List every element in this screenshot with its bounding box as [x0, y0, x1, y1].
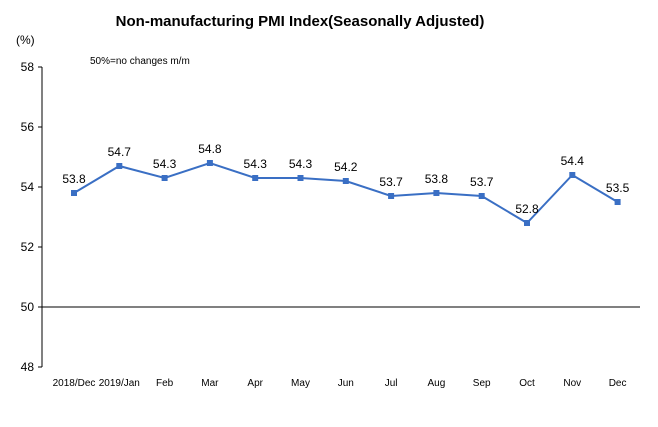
data-point — [478, 193, 485, 199]
data-point — [433, 190, 440, 196]
y-tick-label: 56 — [21, 120, 35, 134]
x-tick-label: Jul — [385, 378, 398, 389]
x-tick-label: Sep — [473, 378, 491, 389]
axes: 48 50 52 54 56 58 2018/Dec 2019/Jan Feb Mar Apr May… — [21, 60, 640, 389]
y-tick-label: 58 — [21, 60, 35, 74]
data-point — [71, 190, 77, 196]
data-point — [614, 199, 621, 205]
x-tick-label: Jun — [338, 378, 354, 389]
data-label: 54.3 — [244, 157, 268, 171]
y-tick-label: 48 — [21, 360, 35, 374]
data-point — [342, 178, 349, 184]
data-label: 53.7 — [470, 175, 494, 189]
data-label: 52.8 — [515, 202, 539, 216]
data-point — [388, 193, 395, 199]
x-tick-label: May — [291, 378, 310, 389]
data-label: 54.2 — [334, 160, 358, 174]
data-label: 54.8 — [198, 142, 222, 156]
y-tick-label: 52 — [21, 240, 35, 254]
data-label: 53.5 — [606, 181, 630, 195]
x-tick-label: Apr — [247, 378, 263, 389]
data-label: 54.3 — [289, 157, 313, 171]
data-label: 53.8 — [62, 172, 86, 186]
data-point — [161, 175, 168, 181]
x-tick-label: Aug — [428, 378, 446, 389]
x-tick-label: Dec — [609, 378, 627, 389]
data-point — [116, 163, 123, 169]
data-point — [569, 172, 576, 178]
y-tick-label: 54 — [21, 180, 35, 194]
data-label: 53.7 — [379, 175, 403, 189]
series-marks: 53.8 54.7 54.3 54.8 54.3 54.3 54.2 53.7 53.8 53.7… — [62, 142, 630, 226]
x-tick-label: Oct — [519, 378, 535, 389]
data-point — [252, 175, 259, 181]
data-point — [206, 160, 213, 166]
data-label: 54.3 — [153, 157, 177, 171]
data-label: 54.4 — [561, 154, 585, 168]
chart-title: Non-manufacturing PMI Index(Seasonally A… — [116, 13, 485, 30]
data-label: 54.7 — [108, 145, 132, 159]
x-tick-label: 2018/Dec — [53, 378, 96, 389]
y-axis-unit-label: (%) — [16, 33, 35, 47]
x-tick-label: 2019/Jan — [99, 378, 140, 389]
x-tick-label: Feb — [156, 378, 174, 389]
data-label: 53.8 — [425, 172, 449, 186]
data-point — [297, 175, 304, 181]
x-tick-label: Mar — [201, 378, 219, 389]
x-tick-label: Nov — [563, 378, 581, 389]
data-point — [524, 220, 530, 226]
y-tick-label: 50 — [21, 300, 35, 314]
baseline-note: 50%=no changes m/m — [90, 56, 190, 67]
